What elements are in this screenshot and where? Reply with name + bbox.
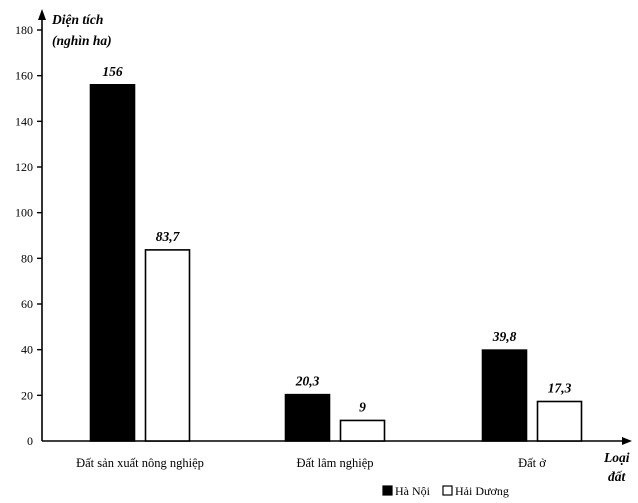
bar-ha-noi (481, 349, 528, 442)
x-axis-arrow (622, 437, 632, 445)
y-axis-arrow (38, 9, 46, 20)
bar-hai-duong (339, 419, 386, 442)
y-tick-label: 40 (21, 343, 33, 357)
x-axis-title-line1: Loại (603, 450, 630, 465)
category-label: Đất lâm nghiệp (296, 456, 373, 470)
y-tick-label: 140 (15, 114, 33, 128)
data-label: 156 (102, 64, 123, 79)
data-label: 9 (359, 399, 366, 414)
y-tick-label: 0 (27, 434, 33, 448)
axes: 0 20 40 60 80 100 120 140 160 180 Diện tích (nghìn … (15, 9, 632, 484)
labels: 156 83,7 Đất sản xuất nông nghiệp 20,3 9 Đất … (76, 64, 571, 470)
category-label: Đất sản xuất nông nghiệp (76, 456, 204, 470)
bar-ha-noi (284, 393, 331, 442)
y-tick-label: 60 (21, 297, 33, 311)
y-tick-label: 80 (21, 251, 33, 265)
legend-label-ha-noi: Hà Nội (395, 484, 431, 498)
y-tick-label: 160 (15, 69, 33, 83)
legend-swatch-hai-duong (442, 485, 453, 496)
data-label: 20,3 (295, 374, 320, 389)
y-tick-label: 180 (15, 23, 33, 37)
category-label: Đất ở (518, 456, 546, 470)
y-axis-title-line2: (nghìn ha) (52, 33, 112, 48)
y-tick-label: 20 (21, 388, 33, 402)
data-label: 39,8 (492, 329, 517, 344)
y-tick-label: 100 (15, 206, 33, 220)
bar-hai-duong (536, 400, 583, 442)
legend-swatch-ha-noi (382, 485, 393, 496)
legend-label-hai-duong: Hải Dương (455, 484, 509, 498)
y-axis-title-line1: Diện tích (51, 12, 103, 27)
legend: Hà Nội Hải Dương (382, 484, 509, 498)
data-label: 17,3 (548, 380, 572, 395)
bar-hai-duong (144, 249, 191, 442)
y-tick-label: 120 (15, 160, 33, 174)
x-axis-title-line2: đất (608, 469, 627, 484)
bar-ha-noi (89, 84, 136, 442)
bars (89, 84, 583, 442)
data-label: 83,7 (156, 229, 181, 244)
